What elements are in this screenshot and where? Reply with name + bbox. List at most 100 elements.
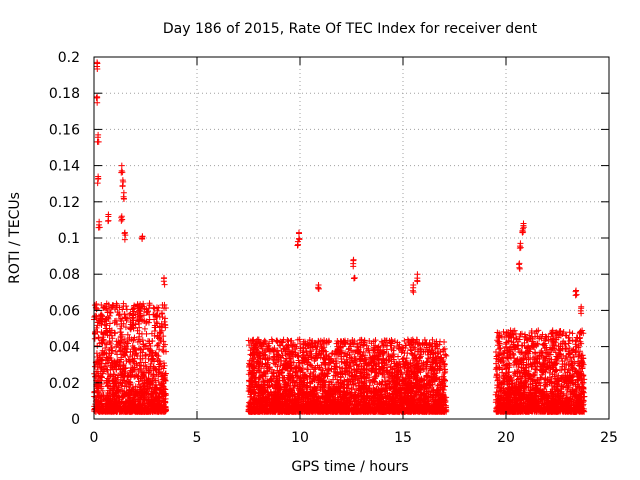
data-point [161,362,168,369]
data-point [160,393,167,400]
data-point [158,310,165,317]
data-point [160,333,167,340]
data-point [142,365,149,372]
data-point [125,391,132,398]
data-point [123,306,130,313]
data-point [147,361,154,368]
data-point [136,333,143,340]
data-point [162,315,169,322]
data-point [137,312,144,319]
data-point [140,300,147,307]
data-point [129,322,136,329]
data-point [91,302,98,309]
data-point [147,407,154,414]
data-point [440,387,447,394]
data-point [110,402,117,409]
data-point [157,387,164,394]
data-point [155,304,162,311]
data-point [106,337,113,344]
data-point [105,354,112,361]
data-point [161,385,168,392]
data-point [145,319,152,326]
data-point [141,407,148,414]
data-point [127,403,134,410]
data-point [133,350,140,357]
data-point [113,338,120,345]
data-point [119,372,126,379]
data-point [141,396,148,403]
data-point [109,344,116,351]
data-point [134,339,141,346]
data-point [118,354,125,361]
data-point [93,397,100,404]
data-point [307,362,314,369]
data-point [119,400,126,407]
data-point [154,342,161,349]
data-point [142,351,149,358]
data-point [146,340,153,347]
data-points [91,59,588,415]
data-point [153,312,160,319]
data-point [151,305,158,312]
data-point [111,379,118,386]
data-point [155,353,162,360]
data-point [149,349,156,356]
data-point [108,332,115,339]
data-point [152,389,159,396]
data-point [144,308,151,315]
data-point [117,325,124,332]
data-point [129,368,136,375]
data-point [113,389,120,396]
data-point [98,374,105,381]
data-point [98,365,105,372]
data-point [113,317,120,324]
data-point [153,405,160,412]
data-point [121,365,128,372]
data-point [107,408,114,415]
data-point [127,319,134,326]
data-point [429,336,436,343]
data-point [126,387,133,394]
data-point [120,394,127,401]
data-point [142,359,149,366]
data-point [107,383,114,390]
data-point [156,346,163,353]
data-point [157,406,164,413]
data-point [135,318,142,325]
data-point [131,394,138,401]
data-point [103,300,110,307]
data-point [98,383,105,390]
data-point [139,389,146,396]
data-point [160,360,167,367]
data-point [153,381,160,388]
data-point [142,352,149,359]
data-point [139,349,146,356]
data-point [153,384,160,391]
data-point [134,373,141,380]
data-point [106,320,113,327]
data-point [154,332,161,339]
data-point [140,373,147,380]
data-point [129,306,136,313]
data-point [148,357,155,364]
data-point [109,364,116,371]
data-point [160,383,167,390]
data-point [107,372,114,379]
data-point [124,373,131,380]
data-point [96,394,103,401]
data-point [162,377,169,384]
data-point [109,335,116,342]
data-point [158,323,165,330]
data-point [162,321,169,328]
data-point [143,377,150,384]
data-point [145,355,152,362]
data-point [153,319,160,326]
data-point [121,311,128,318]
data-point [153,395,160,402]
data-point [135,378,142,385]
data-point [156,394,163,401]
data-point [140,369,147,376]
data-point [151,328,158,335]
data-point [129,398,136,405]
